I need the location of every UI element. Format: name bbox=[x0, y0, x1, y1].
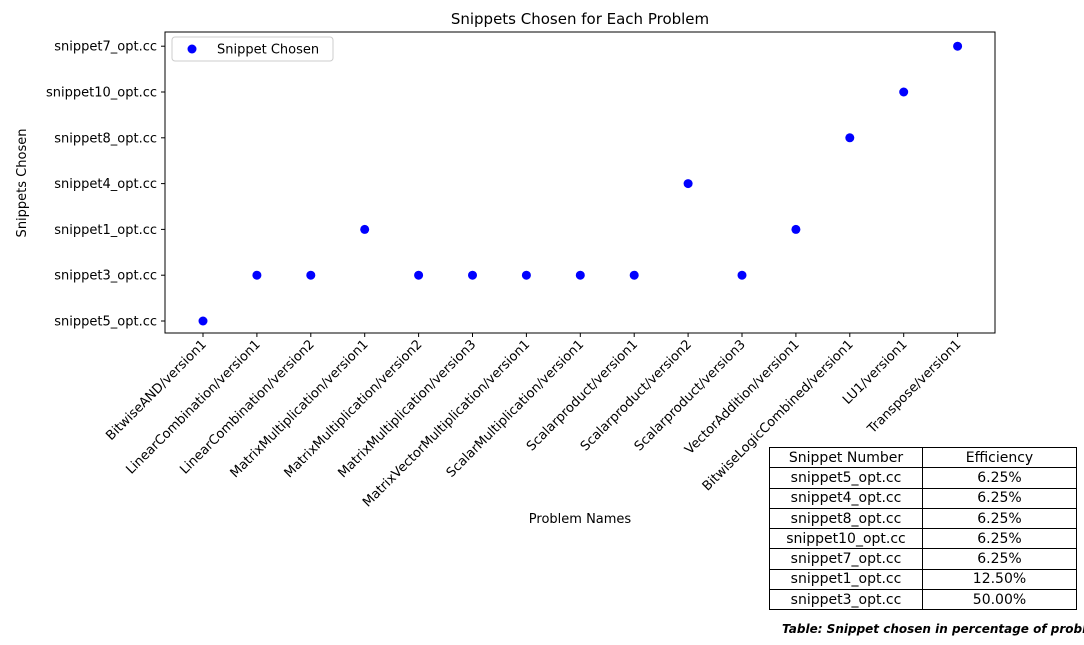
table-cell-efficiency: 6.25% bbox=[922, 507, 1077, 530]
table-cell-efficiency: 6.25% bbox=[922, 528, 1077, 550]
table-caption: Table: Snippet chosen in percentage of p… bbox=[782, 622, 1084, 636]
data-point-linearcombination-version2 bbox=[306, 270, 316, 280]
table-cell-snippet: snippet3_opt.cc bbox=[769, 589, 923, 611]
data-point-bitwiseand-version1 bbox=[198, 316, 208, 326]
y-axis: snippet5_opt.cc snippet3_opt.cc snippet1_o… bbox=[46, 40, 165, 330]
table-cell-efficiency: 12.50% bbox=[922, 568, 1077, 591]
table-header-row: Snippet Number Efficiency bbox=[769, 446, 1077, 469]
data-point-transpose-version1 bbox=[953, 41, 963, 51]
data-point-lu1-version1 bbox=[899, 87, 909, 97]
table-row: snippet10_opt.cc 6.25% bbox=[769, 528, 1077, 550]
table-cell-snippet: snippet8_opt.cc bbox=[769, 507, 923, 530]
y-axis-label: Snippets Chosen bbox=[15, 129, 30, 238]
table-row: snippet3_opt.cc 50.00% bbox=[769, 589, 1077, 611]
data-point-scalarmultiplication-version1 bbox=[575, 270, 585, 280]
efficiency-table: Snippet Number Efficiency snippet5_opt.c… bbox=[769, 446, 1077, 611]
data-points bbox=[198, 41, 963, 326]
table-cell-snippet: snippet7_opt.cc bbox=[769, 548, 923, 570]
plot-area bbox=[164, 31, 996, 334]
table-row: snippet4_opt.cc 6.25% bbox=[769, 487, 1077, 509]
y-tick-label-snippet7-opt-cc: snippet7_opt.cc bbox=[54, 40, 157, 55]
efficiency-table-container: Snippet Number Efficiency snippet5_opt.c… bbox=[769, 446, 1077, 611]
table-cell-efficiency: 50.00% bbox=[922, 589, 1077, 611]
table-row: snippet5_opt.cc 6.25% bbox=[769, 467, 1077, 489]
y-tick-label-snippet5-opt-cc: snippet5_opt.cc bbox=[54, 315, 157, 330]
legend-box bbox=[171, 36, 334, 62]
x-tick-label-bitwiseand-version1: BitwiseAND/version1 bbox=[103, 337, 209, 443]
data-point-vectoraddition-version1 bbox=[791, 224, 801, 234]
data-point-scalarproduct-version1 bbox=[629, 270, 639, 280]
chart-title: Snippets Chosen for Each Problem bbox=[451, 10, 709, 28]
legend-label: Snippet Chosen bbox=[217, 43, 319, 58]
table-row: snippet7_opt.cc 6.25% bbox=[769, 548, 1077, 570]
table-cell-snippet: snippet10_opt.cc bbox=[769, 528, 923, 550]
legend-marker bbox=[187, 44, 197, 54]
data-point-linearcombination-version1 bbox=[252, 270, 262, 280]
data-point-scalarproduct-version2 bbox=[683, 179, 693, 189]
table-cell-snippet: snippet1_opt.cc bbox=[769, 568, 923, 591]
table-cell-snippet: snippet5_opt.cc bbox=[769, 467, 923, 489]
table-cell-efficiency: 6.25% bbox=[922, 487, 1077, 509]
data-point-bitwiselogiccombined-version1 bbox=[845, 133, 855, 143]
x-tick-label-scalarproduct-version1: Scalarproduct/version1 bbox=[524, 337, 641, 454]
data-point-matrixmultiplication-version2 bbox=[414, 270, 424, 280]
x-axis-label: Problem Names bbox=[529, 512, 632, 527]
table-cell-efficiency: 6.25% bbox=[922, 548, 1077, 570]
table-cell-snippet: snippet4_opt.cc bbox=[769, 487, 923, 509]
y-tick-label-snippet4-opt-cc: snippet4_opt.cc bbox=[54, 177, 157, 192]
y-tick-label-snippet1-opt-cc: snippet1_opt.cc bbox=[54, 223, 157, 238]
y-tick-label-snippet8-opt-cc: snippet8_opt.cc bbox=[54, 131, 157, 146]
column-header-efficiency: Efficiency bbox=[922, 446, 1077, 469]
data-point-matrixmultiplication-version3 bbox=[468, 270, 477, 280]
x-tick-label-scalarproduct-version2: Scalarproduct/version2 bbox=[578, 337, 695, 454]
legend: Snippet Chosen bbox=[171, 36, 334, 62]
data-point-matrixmultiplication-version1 bbox=[360, 224, 370, 234]
table-row: snippet8_opt.cc 6.25% bbox=[769, 507, 1077, 530]
data-point-matrixvectormultiplication-version1 bbox=[521, 270, 531, 280]
table-row: snippet1_opt.cc 12.50% bbox=[769, 568, 1077, 591]
table-cell-efficiency: 6.25% bbox=[922, 467, 1077, 489]
x-tick-label-transpose-version1: Transpose/version1 bbox=[864, 337, 964, 437]
y-tick-label-snippet10-opt-cc: snippet10_opt.cc bbox=[46, 86, 157, 101]
x-tick-label-scalarproduct-version3: Scalarproduct/version3 bbox=[632, 337, 749, 454]
data-point-scalarproduct-version3 bbox=[737, 270, 747, 280]
column-header-snippet-number: Snippet Number bbox=[769, 446, 923, 469]
y-tick-label-snippet3-opt-cc: snippet3_opt.cc bbox=[54, 269, 157, 284]
